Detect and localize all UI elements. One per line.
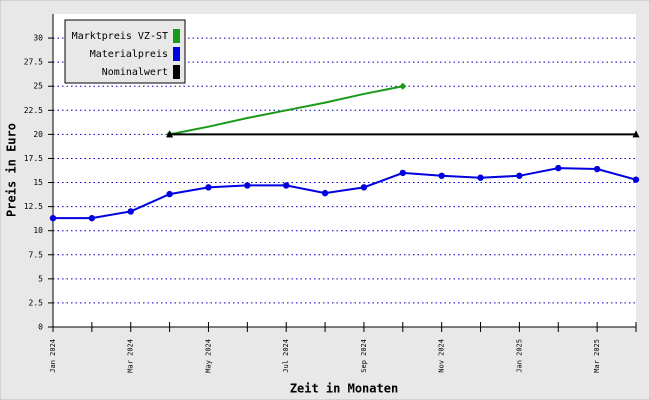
point xyxy=(632,130,640,138)
point xyxy=(49,214,57,222)
x-axis-title: Zeit in Monaten xyxy=(290,382,398,396)
point xyxy=(205,184,212,191)
y-tick-label: 12.5 xyxy=(24,202,43,211)
point xyxy=(360,184,368,191)
x-tick-label: Sep 2024 xyxy=(360,339,368,373)
y-tick-label: 7.5 xyxy=(29,250,44,259)
x-tick-label: May 2024 xyxy=(204,339,212,373)
legend-swatch xyxy=(173,29,180,43)
legend-label: Nominalwert xyxy=(102,67,168,78)
legend-swatch xyxy=(173,47,180,61)
y-tick-label: 25 xyxy=(33,82,43,91)
point xyxy=(88,214,96,222)
x-tick-label: Mar 2024 xyxy=(127,339,135,373)
y-tick-label: 0 xyxy=(38,323,43,332)
point xyxy=(555,164,562,172)
x-tick-label: Nov 2024 xyxy=(438,339,446,373)
point xyxy=(166,130,174,138)
point xyxy=(166,190,173,198)
y-tick-label: 30 xyxy=(33,34,43,43)
point xyxy=(399,169,406,177)
point xyxy=(127,208,134,215)
y-axis-title: Preis in Euro xyxy=(5,123,19,217)
point xyxy=(516,172,523,179)
y-tick-label: 5 xyxy=(38,274,43,283)
point xyxy=(632,176,640,183)
legend-swatch xyxy=(173,65,180,79)
y-tick-label: 27.5 xyxy=(24,58,43,67)
series-line xyxy=(53,167,637,220)
x-tick-label: Mar 2025 xyxy=(593,339,601,373)
point xyxy=(244,182,251,189)
y-tick-label: 22.5 xyxy=(24,106,43,115)
legend-box xyxy=(64,19,186,84)
series-line xyxy=(169,85,403,136)
x-tick-label: Jan 2024 xyxy=(49,339,57,373)
point xyxy=(438,172,445,179)
y-tick-label: 20 xyxy=(33,130,43,139)
x-tick-label: Jan 2025 xyxy=(515,339,523,373)
x-tick-label: Jul 2024 xyxy=(282,339,290,373)
legend-label: Marktpreis VZ-ST xyxy=(72,31,168,42)
point xyxy=(477,174,484,181)
y-tick-label: 17.5 xyxy=(24,154,43,163)
y-tick-label: 10 xyxy=(33,226,43,235)
y-tick-label: 2.5 xyxy=(29,298,44,307)
point xyxy=(283,182,290,189)
point xyxy=(321,189,329,197)
point xyxy=(593,165,601,173)
y-tick-label: 15 xyxy=(33,178,43,187)
legend-label: Materialpreis xyxy=(90,49,168,60)
point xyxy=(399,82,407,90)
